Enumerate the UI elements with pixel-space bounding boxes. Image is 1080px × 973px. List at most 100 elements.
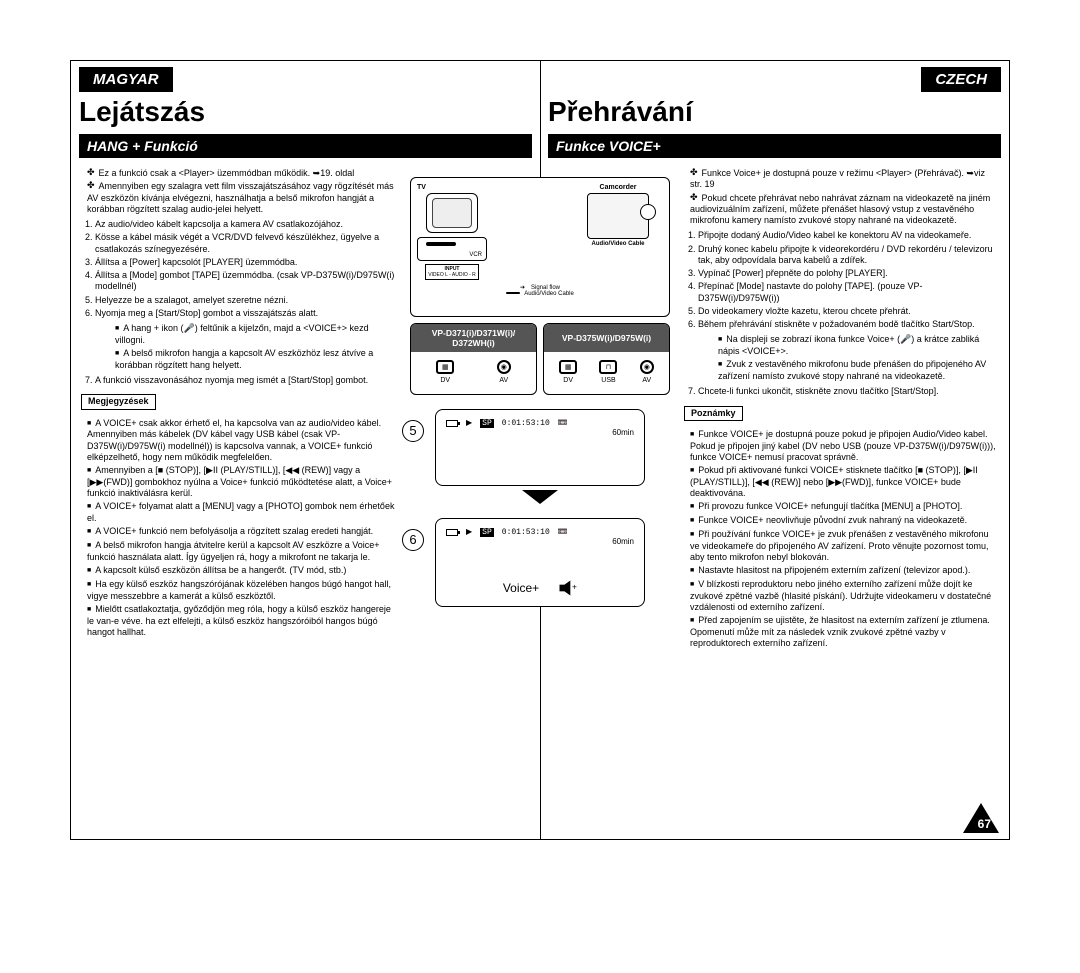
model-b-head: VP-D375W(i)/D975W(i) (544, 324, 669, 352)
note-item: Amennyiben a [■ (STOP)], [▶II (PLAY/STIL… (87, 465, 396, 499)
voiceplus-icon: + (557, 578, 577, 598)
title-left: Lejátszás (79, 92, 532, 134)
step-item: Vypínač [Power] přepněte do polohy [PLAY… (698, 268, 999, 279)
substeps: A hang + ikon (🎤) feltűnik a kijelzőn, m… (95, 323, 396, 371)
tape-icon: 📼 (558, 527, 568, 537)
note-item: A VOICE+ folyamat alatt a [MENU] vagy a … (87, 501, 396, 524)
step-circle-5: 5 (402, 420, 424, 442)
step-item: Připojte dodaný Audio/Video kabel ke kon… (698, 230, 999, 241)
note-item: Ha egy külső eszköz hangszórójának közel… (87, 579, 396, 602)
model-a-box: VP-D371(i)/D371W(i)/ D372WH(i) ▦DV ◉AV (410, 323, 537, 395)
subtitle-left: HANG + Funkció (79, 134, 532, 158)
remain-time: 60min (446, 537, 634, 546)
sub-item: Na displeji se zobrazí ikona funkce Voic… (718, 334, 999, 357)
model-port-row: VP-D371(i)/D371W(i)/ D372WH(i) ▦DV ◉AV V… (410, 323, 670, 395)
mode-badge: SP (480, 419, 494, 428)
step-item: Nyomja meg a [Start/Stop] gombot a vissz… (95, 308, 396, 371)
step-circle-6: 6 (402, 529, 424, 551)
intro-item: Ez a funkció csak a <Player> üzemmódban … (87, 168, 396, 179)
note-item: A belső mikrofon hangja átvitelre kerül … (87, 540, 396, 563)
step-item: Helyezze be a szalagot, amelyet szeretne… (95, 295, 396, 306)
port-dv: ▦DV (436, 360, 454, 384)
note-item: Při provozu funkce VOICE+ nefungují tlač… (690, 501, 999, 513)
play-icon: ▶ (466, 418, 472, 428)
tv-vcr-block: TV VCR INPUT VIDEO L - AUDIO - R (417, 184, 487, 280)
timecode: 0:01:53:10 (502, 419, 550, 428)
status-display-6: 6 ▶ SP 0:01:53:10 📼 60min Voice+ + (435, 518, 645, 607)
battery-icon (446, 420, 458, 427)
step-text: Během přehrávání stiskněte v požadovaném… (698, 319, 975, 329)
substeps: Na displeji se zobrazí ikona funkce Voic… (698, 334, 999, 382)
status-display-5: 5 ▶ SP 0:01:53:10 📼 60min (435, 409, 645, 486)
port-label: DV (563, 377, 573, 384)
intro-left: Ez a funkció csak a <Player> üzemmódban … (81, 168, 396, 215)
step-text: Nyomja meg a [Start/Stop] gombot a vissz… (95, 308, 318, 318)
note-item: Nastavte hlasitost na připojeném externí… (690, 565, 999, 577)
page-number: 67 (978, 817, 991, 831)
camcorder-label: Camcorder (573, 184, 663, 191)
port-label: USB (601, 377, 615, 384)
arrow-down-icon (522, 490, 558, 504)
port-label: DV (440, 377, 450, 384)
title-right: Přehrávání (548, 92, 1001, 134)
step-item: A funkció visszavonásához nyomja meg ism… (95, 375, 396, 386)
step-item: Do videokamery vložte kazetu, kterou chc… (698, 306, 999, 317)
steps-left: Az audio/video kábelt kapcsolja a kamera… (81, 219, 396, 386)
port-av: ◉AV (497, 360, 511, 384)
lang-badge-left: MAGYAR (79, 67, 173, 92)
manual-page: MAGYAR Lejátszás HANG + Funkció Ez a fun… (70, 60, 1010, 840)
note-item: Funkce VOICE+ neovlivňuje původní zvuk n… (690, 515, 999, 527)
step-item: Állítsa a [Mode] gombot [TAPE] üzemmódba… (95, 270, 396, 293)
note-item: Při používání funkce VOICE+ je zvuk přen… (690, 529, 999, 563)
notes-label-right: Poznámky (684, 406, 743, 421)
remain-time: 60min (446, 428, 634, 437)
intro-item: Funkce Voice+ je dostupná pouze v režimu… (690, 168, 999, 191)
note-item: A VOICE+ csak akkor érhető el, ha kapcso… (87, 418, 396, 464)
tv-label: TV (417, 184, 487, 191)
lang-badge-right: CZECH (921, 67, 1001, 92)
port-av: ◉AV (640, 360, 654, 384)
step-item: Přepínač [Mode] nastavte do polohy [TAPE… (698, 281, 999, 304)
sub-item: A hang + ikon (🎤) feltűnik a kijelzőn, m… (115, 323, 396, 346)
port-label: AV (642, 377, 651, 384)
note-item: Před zapojením se ujistěte, že hlasitost… (690, 615, 999, 649)
port-label: AV (499, 377, 508, 384)
av-cable-legend: Audio/Video Cable (524, 291, 574, 297)
subtitle-right: Funkce VOICE+ (548, 134, 1001, 158)
center-diagram-column: TV VCR INPUT VIDEO L - AUDIO - R Camcord… (410, 177, 670, 607)
step-item: Během přehrávání stiskněte v požadovaném… (698, 319, 999, 382)
intro-right: Funkce Voice+ je dostupná pouze v režimu… (684, 168, 999, 226)
step-item: Chcete-li funkci ukončit, stiskněte znov… (698, 386, 999, 397)
notes-right: Funkce VOICE+ je dostupná pouze pokud je… (684, 429, 999, 650)
sub-item: A belső mikrofon hangja a kapcsolt AV es… (115, 348, 396, 371)
step-item: Kösse a kábel másik végét a VCR/DVD felv… (95, 232, 396, 255)
av-cable-label: Audio/Video Cable (573, 241, 663, 247)
svg-text:+: + (572, 582, 577, 592)
tv-icon (426, 193, 478, 233)
intro-item: Amennyiben egy szalagra vett film vissza… (87, 181, 396, 215)
step-item: Állítsa a [Power] kapcsolót [PLAYER] üze… (95, 257, 396, 268)
port-usb: ⊓USB (599, 360, 617, 384)
voiceplus-indicator: Voice+ + (446, 578, 634, 598)
port-dv: ▦DV (559, 360, 577, 384)
camcorder-block: Camcorder Audio/Video Cable (573, 184, 663, 247)
model-a-head: VP-D371(i)/D371W(i)/ D372WH(i) (411, 324, 536, 352)
notes-left: A VOICE+ csak akkor érhető el, ha kapcso… (81, 418, 396, 639)
note-item: Mielőtt csatlakoztatja, győződjön meg ró… (87, 604, 396, 638)
play-icon: ▶ (466, 527, 472, 537)
voiceplus-label: Voice+ (503, 581, 539, 595)
battery-icon (446, 529, 458, 536)
step-item: Druhý konec kabelu připojte k videorekor… (698, 244, 999, 267)
vcr-label: VCR (469, 252, 482, 258)
steps-right: Připojte dodaný Audio/Video kabel ke kon… (684, 230, 999, 397)
camcorder-icon (587, 193, 649, 239)
jacks-label: VIDEO L - AUDIO - R (428, 272, 476, 278)
note-item: V blízkosti reproduktoru nebo jiného ext… (690, 579, 999, 613)
note-item: Pokud při aktivované funkci VOICE+ stisk… (690, 465, 999, 499)
note-item: A VOICE+ funkció nem befolyásolja a rögz… (87, 526, 396, 538)
sub-item: Zvuk z vestavěného mikrofonu bude přenáš… (718, 359, 999, 382)
notes-label-left: Megjegyzések (81, 394, 156, 409)
vcr-icon: VCR (417, 237, 487, 261)
timecode: 0:01:53:10 (502, 528, 550, 537)
step-item: Az audio/video kábelt kapcsolja a kamera… (95, 219, 396, 230)
